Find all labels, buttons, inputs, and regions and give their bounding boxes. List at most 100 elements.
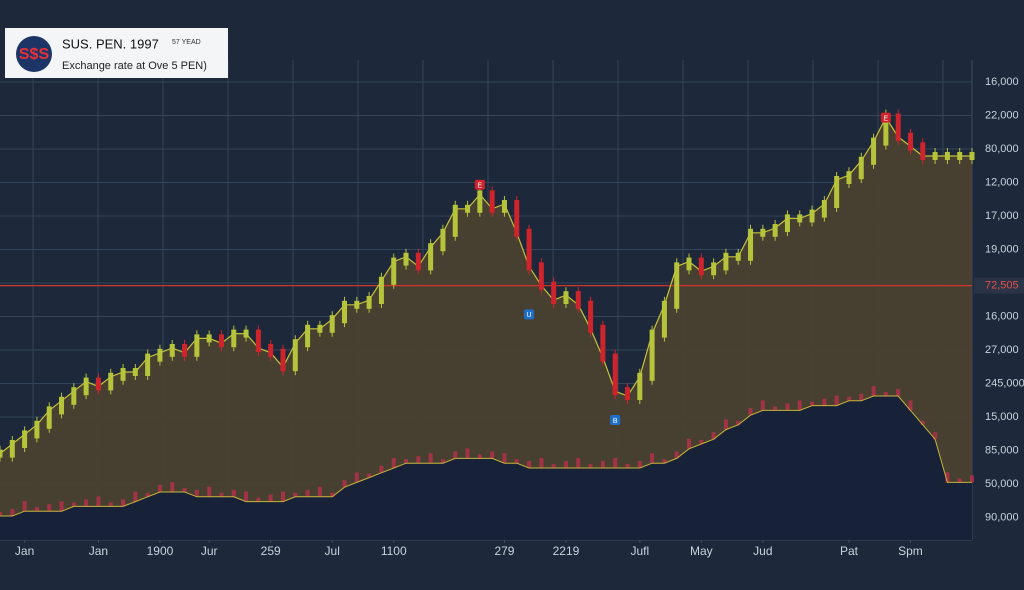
volume-bar — [970, 475, 974, 483]
volume-bar — [650, 453, 655, 464]
candle — [342, 300, 348, 324]
volume-bar — [108, 502, 113, 507]
marker — [610, 415, 621, 425]
volume-bar — [145, 492, 150, 497]
y-tick-label: 85,000 — [985, 444, 1019, 456]
candle — [354, 300, 360, 309]
volume-bar — [859, 393, 864, 401]
y-tick-label: 12,000 — [985, 176, 1019, 188]
volume-bar — [957, 478, 962, 483]
candle — [268, 344, 274, 357]
x-tick-label: Jul — [325, 544, 340, 558]
logo: S$S — [19, 46, 50, 63]
candle — [624, 387, 630, 400]
volume-bar — [908, 400, 913, 411]
volume-bar — [748, 408, 753, 416]
x-tick-label: May — [690, 544, 713, 558]
x-tick-label: Jud — [753, 544, 772, 558]
candle — [883, 113, 889, 146]
volume-bar — [760, 400, 765, 411]
volume-bar — [920, 420, 925, 425]
volume-bar — [305, 489, 310, 497]
plot: E U B E — [0, 109, 975, 540]
volume-bar — [502, 453, 507, 464]
candle — [317, 324, 323, 333]
volume-bar — [896, 389, 901, 396]
candle — [772, 224, 778, 237]
candle — [526, 228, 532, 271]
volume-bar — [342, 480, 347, 488]
candle — [231, 329, 237, 348]
candle — [83, 377, 89, 396]
candle — [686, 257, 692, 271]
candle — [501, 200, 507, 213]
volume-bar — [490, 451, 495, 459]
volume-bar — [330, 492, 335, 497]
volume-bar — [600, 461, 605, 468]
volume-bar — [121, 499, 126, 507]
candle — [735, 252, 741, 261]
candle — [465, 204, 471, 213]
volume-bar — [625, 464, 630, 468]
reference-label-bg — [974, 277, 1024, 294]
volume-bar — [219, 492, 224, 497]
volume-bar — [59, 501, 64, 512]
candle — [452, 204, 458, 237]
volume-bar — [539, 458, 544, 468]
candle — [957, 152, 963, 160]
volume-bar — [367, 473, 372, 478]
y-tick-label: 90,000 — [985, 511, 1019, 523]
x-tick-label: 279 — [494, 544, 514, 558]
volume-bar — [945, 472, 950, 483]
candle — [649, 329, 655, 381]
candle — [797, 214, 803, 223]
candle — [391, 257, 397, 285]
candle — [218, 334, 224, 348]
candle — [428, 243, 434, 271]
candle — [255, 329, 261, 352]
candle — [415, 252, 421, 271]
candle — [760, 228, 766, 237]
volume-bar — [871, 386, 876, 396]
candle — [723, 252, 729, 271]
x-tick-label: Pat — [840, 544, 859, 558]
x-tick-label: 1900 — [147, 544, 174, 558]
candle — [378, 276, 384, 304]
candle — [563, 291, 569, 304]
volume-bar — [47, 504, 52, 512]
y-tick-label: 15,000 — [985, 411, 1019, 423]
candle — [661, 300, 667, 338]
candle — [588, 300, 594, 333]
volume-bar — [613, 458, 618, 468]
candle — [59, 396, 65, 415]
marker-label: U — [527, 312, 532, 319]
candle — [895, 113, 901, 141]
volume-bar — [883, 392, 888, 396]
candle — [858, 156, 864, 180]
volume-bar — [674, 451, 679, 459]
volume-bar — [785, 403, 790, 411]
volume-bar — [231, 489, 236, 497]
y-tick-label: 17,000 — [985, 210, 1019, 222]
volume-bar — [182, 488, 187, 492]
volume-bar — [527, 461, 532, 468]
candle — [846, 171, 852, 184]
volume-bar — [551, 464, 556, 468]
candle — [944, 152, 950, 160]
y-tick-label: 80,000 — [985, 143, 1019, 155]
candle — [145, 353, 151, 376]
volume-bar — [379, 465, 384, 473]
candle — [834, 176, 840, 208]
candle — [169, 344, 175, 357]
y-tick-label: 50,000 — [985, 478, 1019, 490]
volume-bar — [354, 472, 359, 483]
volume-bar — [416, 456, 421, 464]
volume-bar — [810, 401, 815, 406]
volume-bar — [34, 507, 39, 512]
candle — [71, 387, 77, 405]
candle — [920, 142, 926, 160]
volume-bar — [96, 496, 101, 507]
x-tick-label: 259 — [261, 544, 281, 558]
candle — [612, 353, 618, 396]
